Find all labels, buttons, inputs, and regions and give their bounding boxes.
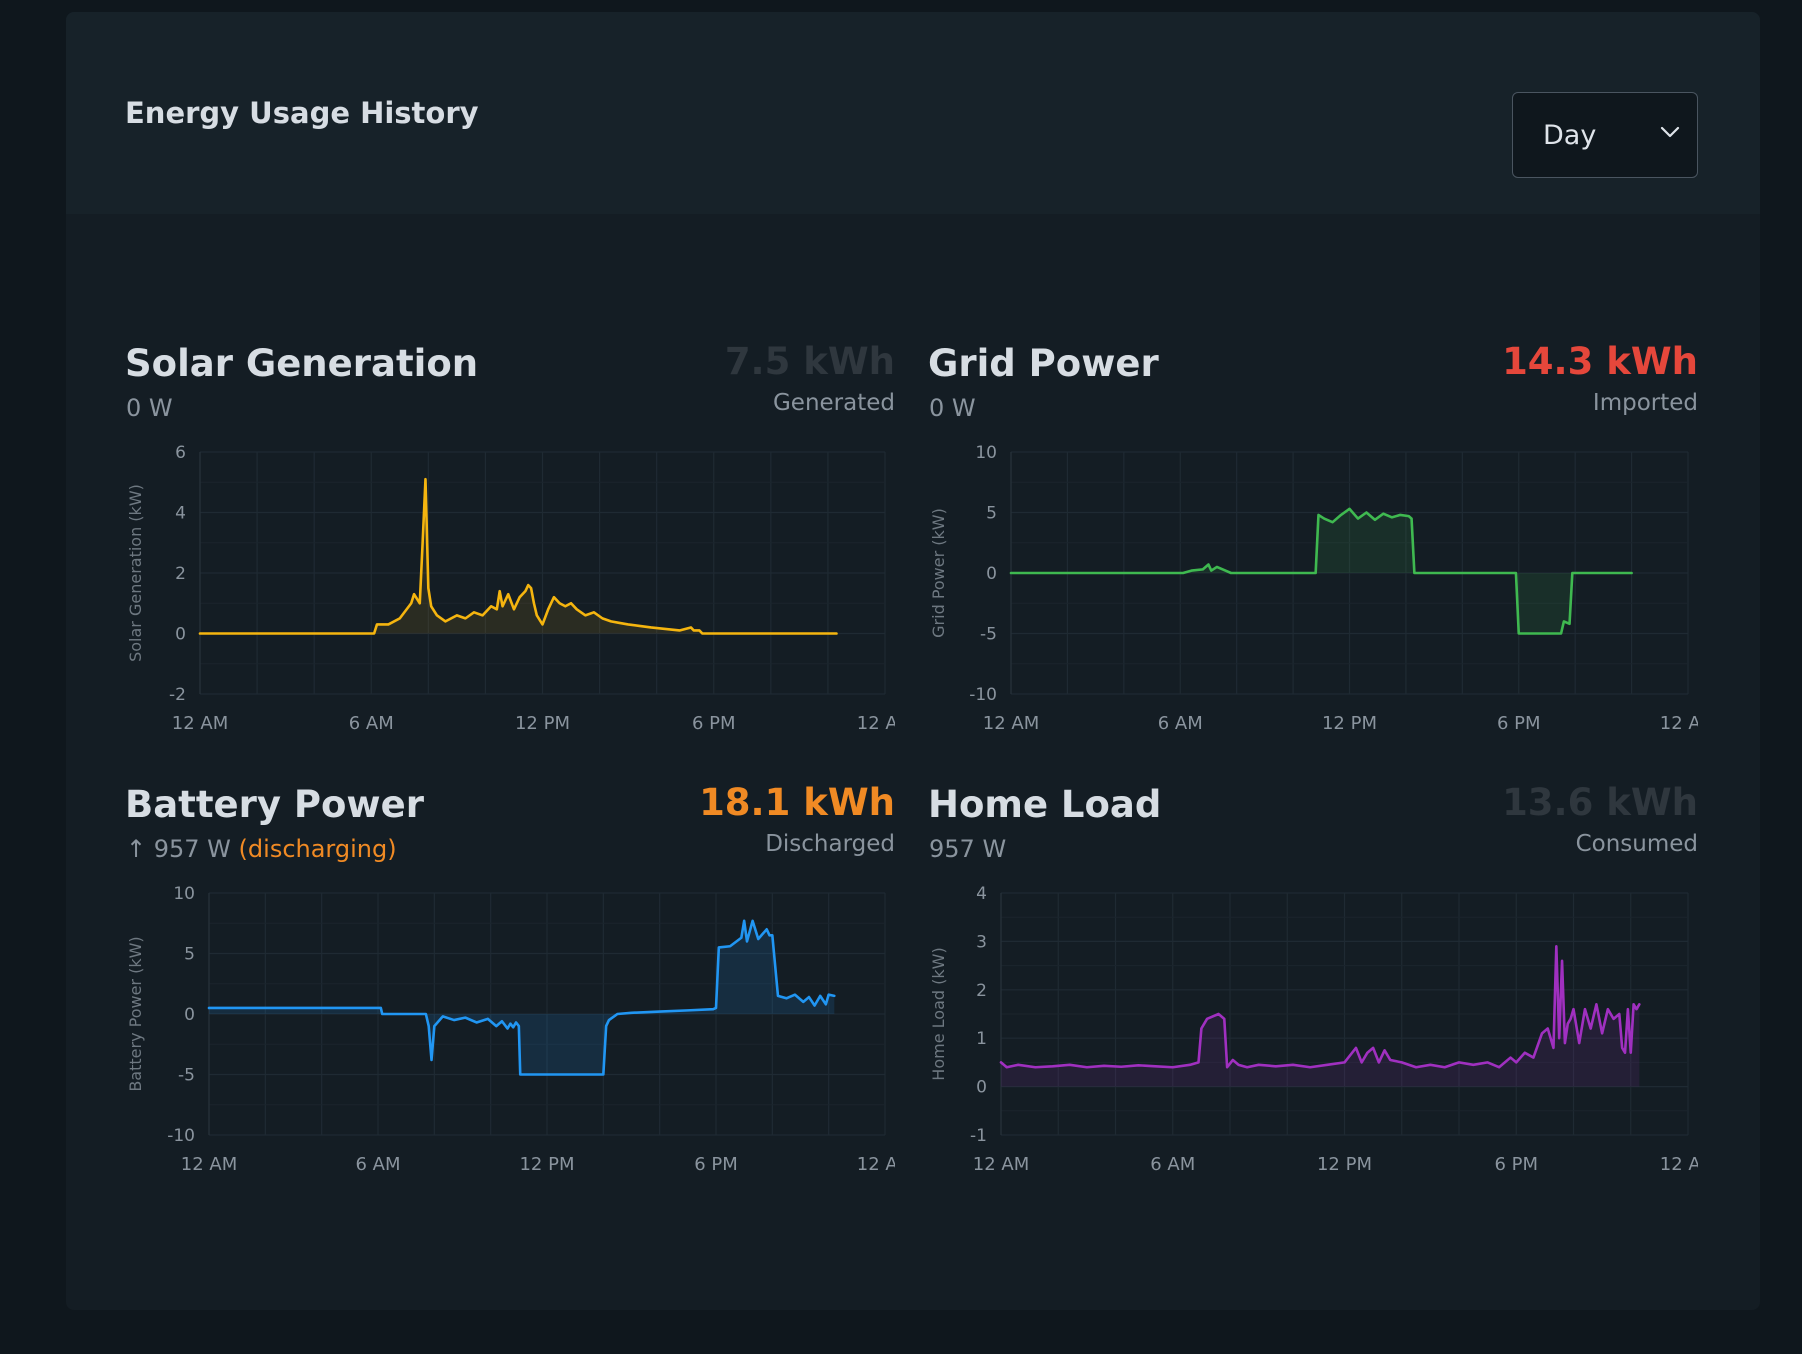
panel-battery: Battery Power ↑ 957 W (discharging) 18.1… — [125, 781, 895, 1203]
y-tick-label: 4 — [175, 504, 186, 524]
y-tick-label: 2 — [976, 981, 987, 1001]
y-tick-label: -10 — [167, 1126, 195, 1146]
y-tick-label: 5 — [184, 945, 195, 965]
current-value: ↑ 957 W — [126, 835, 231, 863]
total-energy: 18.1 kWh — [699, 781, 895, 824]
current-power: ↑ 957 W (discharging) — [126, 835, 397, 863]
x-tick-label: 12 AM — [1660, 1154, 1698, 1175]
y-tick-label: -5 — [980, 625, 997, 645]
series-area — [1011, 508, 1632, 634]
y-tick-label: -2 — [169, 685, 186, 705]
x-tick-label: 12 AM — [181, 1154, 237, 1175]
y-tick-label: -5 — [178, 1066, 195, 1086]
series-line — [198, 477, 838, 635]
x-tick-label: 6 AM — [1150, 1154, 1195, 1175]
y-tick-label: -1 — [970, 1126, 987, 1146]
card-header: Energy Usage History Day — [66, 12, 1760, 214]
total-energy: 7.5 kWh — [724, 340, 895, 383]
y-axis-label: Solar Generation (kW) — [126, 484, 145, 662]
y-tick-label: 1 — [976, 1029, 987, 1049]
panel-solar: Solar Generation 0 W 7.5 kWh Generated -… — [125, 340, 895, 762]
x-tick-label: 12 AM — [973, 1154, 1029, 1175]
current-power: 957 W — [929, 835, 1006, 863]
panel-title: Home Load — [928, 783, 1162, 826]
series-line — [1009, 507, 1633, 635]
y-tick-label: 0 — [976, 1078, 987, 1098]
panel-title: Grid Power — [928, 342, 1159, 385]
panel-title: Battery Power — [125, 783, 424, 826]
x-tick-label: 12 AM — [172, 713, 228, 734]
x-tick-label: 6 PM — [694, 1154, 738, 1175]
battery-chart: -10 -5 0 5 10 12 AM 6 AM 12 PM 6 PM 12 AM Battery … — [126, 884, 895, 1175]
series-area — [200, 479, 837, 634]
time-range-select[interactable]: Day — [1512, 92, 1698, 178]
total-caption: Generated — [772, 390, 895, 416]
chevron-down-icon — [1660, 126, 1680, 138]
series-line — [207, 919, 836, 1076]
grid-chart: -10 -5 0 5 10 12 AM 6 AM 12 PM 6 PM 12 AM Grid Pow… — [929, 443, 1698, 734]
y-axis-label: Grid Power (kW) — [929, 508, 948, 638]
y-tick-label: 3 — [976, 932, 987, 952]
y-axis-label: Battery Power (kW) — [126, 936, 145, 1091]
y-axis-label: Home Load (kW) — [929, 947, 948, 1080]
x-tick-label: 6 PM — [1494, 1154, 1538, 1175]
y-tick-label: 10 — [975, 443, 997, 463]
card-title: Energy Usage History — [125, 96, 479, 130]
x-tick-label: 12 AM — [857, 1154, 895, 1175]
total-caption: Consumed — [1575, 831, 1698, 857]
series-area — [209, 920, 835, 1075]
panel-grid: Grid Power 0 W 14.3 kWh Imported -10 -5 0 5… — [928, 340, 1698, 762]
series-line — [999, 944, 1641, 1069]
energy-history-card: Energy Usage History Day Solar Generatio… — [66, 12, 1760, 1310]
x-tick-label: 6 PM — [692, 713, 736, 734]
x-tick-label: 6 PM — [1497, 713, 1541, 734]
x-tick-label: 12 AM — [857, 713, 895, 734]
x-tick-label: 12 PM — [515, 713, 570, 734]
y-tick-label: 5 — [986, 504, 997, 524]
x-tick-label: 12 AM — [983, 713, 1039, 734]
y-tick-label: 4 — [976, 884, 987, 904]
current-power: 0 W — [126, 394, 173, 422]
current-value: 0 W — [929, 394, 976, 422]
y-tick-label: -10 — [969, 685, 997, 705]
x-tick-label: 6 AM — [349, 713, 394, 734]
battery-status: (discharging) — [238, 835, 397, 863]
home-load-chart: -1 0 1 2 3 4 12 AM 6 AM 12 PM 6 PM 12 AM Home Load … — [929, 884, 1698, 1175]
y-tick-label: 10 — [173, 884, 195, 904]
x-tick-label: 12 PM — [1322, 713, 1377, 734]
total-caption: Imported — [1592, 390, 1698, 416]
panel-title: Solar Generation — [125, 342, 479, 385]
total-energy: 13.6 kWh — [1502, 781, 1698, 824]
current-value: 0 W — [126, 394, 173, 422]
current-value: 957 W — [929, 835, 1007, 863]
total-energy: 14.3 kWh — [1502, 340, 1698, 383]
series-area — [1001, 946, 1640, 1087]
y-tick-label: 0 — [986, 564, 997, 584]
x-tick-label: 6 AM — [1158, 713, 1203, 734]
y-tick-label: 0 — [184, 1005, 195, 1025]
panel-home: Home Load 957 W 13.6 kWh Consumed -1 0 1 2 3… — [928, 781, 1698, 1203]
x-tick-label: 12 PM — [519, 1154, 574, 1175]
time-range-value: Day — [1543, 120, 1597, 151]
y-tick-label: 6 — [175, 443, 186, 463]
y-tick-label: 0 — [175, 625, 186, 645]
y-tick-label: 2 — [175, 564, 186, 584]
current-power: 0 W — [929, 394, 976, 422]
x-tick-label: 12 PM — [1317, 1154, 1372, 1175]
total-caption: Discharged — [765, 831, 895, 857]
x-tick-label: 6 AM — [355, 1154, 400, 1175]
solar-chart: -2 0 2 4 6 12 AM 6 AM 12 PM 6 PM 12 AM Solar Gener… — [126, 443, 895, 734]
x-tick-label: 12 AM — [1660, 713, 1698, 734]
